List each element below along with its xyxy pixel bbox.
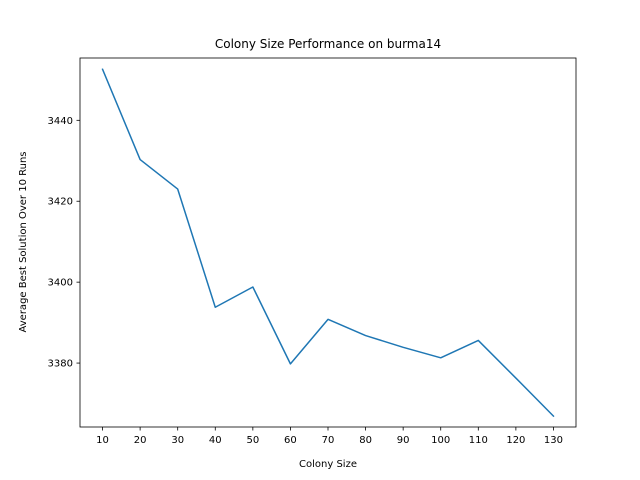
x-tick-label-80: 80 (359, 435, 372, 446)
y-tick-label-3380: 3380 (48, 359, 73, 370)
plot-area: 10 20 30 40 50 60 70 80 90 100 110 120 130 3380 3400 34… (48, 57, 577, 446)
series-line-0 (101, 68, 555, 418)
x-tick-label-20: 20 (134, 435, 147, 446)
x-tick-label-110: 110 (469, 435, 488, 446)
y-tick-label-3420: 3420 (48, 197, 73, 208)
x-tick-label-40: 40 (209, 435, 222, 446)
x-tick-label-30: 30 (171, 435, 184, 446)
x-tick-label-100: 100 (431, 435, 450, 446)
y-tick-label-3440: 3440 (48, 116, 73, 127)
x-tick-label-120: 120 (506, 435, 525, 446)
x-tick-label-90: 90 (397, 435, 410, 446)
x-tick-label-50: 50 (246, 435, 259, 446)
x-tick-label-60: 60 (284, 435, 297, 446)
x-tick-label-130: 130 (544, 435, 563, 446)
x-tick-label-70: 70 (322, 435, 335, 446)
chart-title: Colony Size Performance on burma14 (215, 37, 441, 51)
y-tick-label-3400: 3400 (48, 278, 73, 289)
axes-frame (79, 57, 577, 428)
x-axis-label: Colony Size (299, 459, 357, 470)
y-axis-label: Average Best Solution Over 10 Runs (18, 151, 29, 332)
x-tick-label-10: 10 (96, 435, 109, 446)
